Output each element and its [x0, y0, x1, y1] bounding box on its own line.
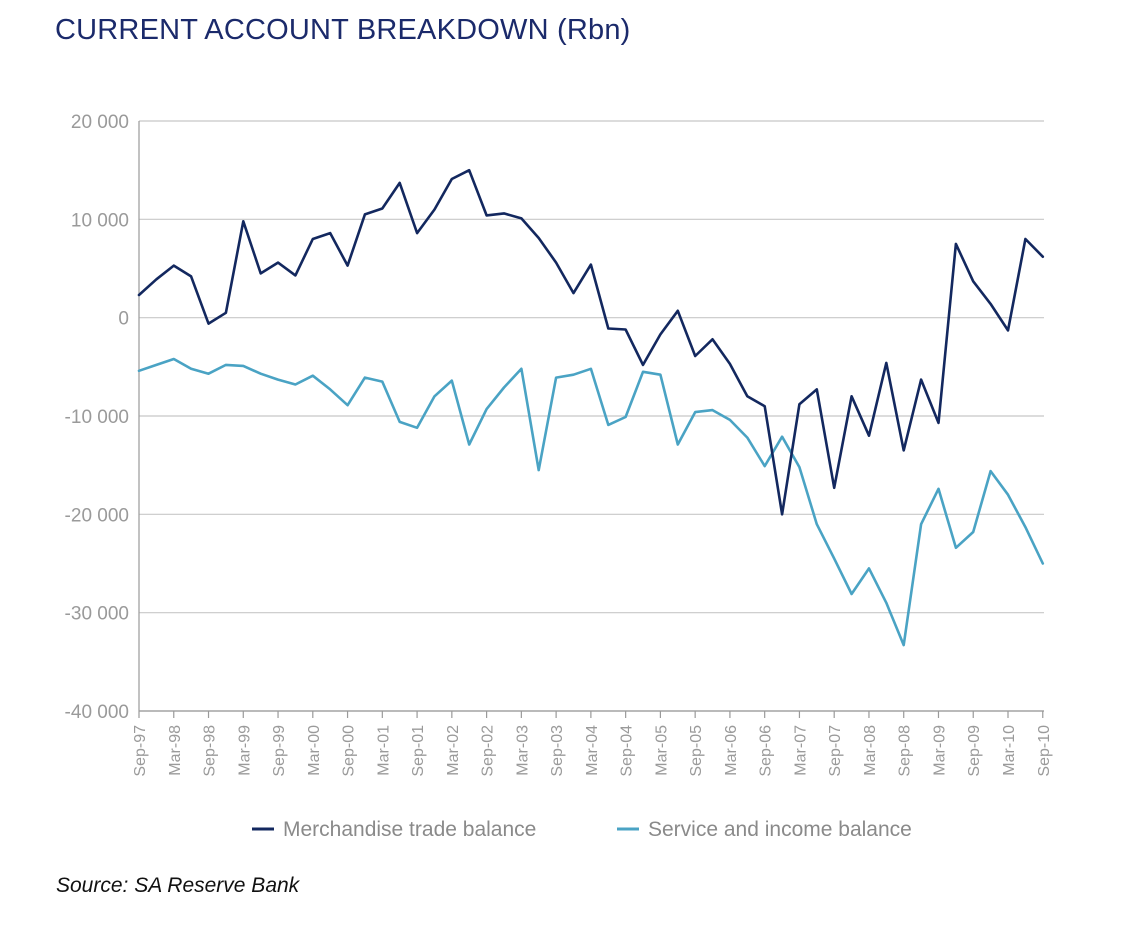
legend: Merchandise trade balance Service and inc… [252, 818, 912, 841]
x-tick-label: Mar-00 [306, 725, 323, 776]
legend-merchandise-label: Merchandise trade balance [283, 818, 536, 841]
x-axis: Sep-97 Mar-98 Sep-98 Mar-99 Sep-99 Mar-00 Sep-… [132, 121, 1053, 777]
service-income-line [137, 357, 1045, 647]
y-axis-ticks: 20 000 10 000 0 -10 000 -20 000 -30 000 -40 00… [65, 112, 129, 723]
x-tick-label: Mar-07 [792, 725, 809, 776]
x-tick-label: Sep-07 [827, 725, 844, 777]
x-tick-label: Mar-08 [862, 725, 879, 776]
x-tick-label: Sep-01 [410, 725, 427, 777]
x-tick-label: Sep-02 [480, 725, 497, 777]
y-tick-label: 10 000 [71, 210, 129, 231]
x-tick-label: Mar-09 [931, 725, 948, 776]
y-tick-label: -10 000 [65, 407, 129, 428]
x-tick-label: Mar-06 [723, 725, 740, 776]
merchandise-trade-line [137, 168, 1045, 516]
chart-title: CURRENT ACCOUNT BREAKDOWN (Rbn) [55, 14, 631, 46]
line-chart: 20 000 10 000 0 -10 000 -20 000 -30 000 -40 00… [65, 112, 1053, 841]
x-tick-label: Mar-04 [584, 725, 601, 776]
x-tick-label: Sep-09 [966, 725, 983, 777]
y-tick-label: 0 [118, 309, 129, 330]
x-tick-label: Mar-10 [1001, 725, 1018, 776]
x-tick-label: Sep-06 [758, 725, 775, 777]
x-tick-label: Sep-03 [549, 725, 566, 777]
y-tick-label: -30 000 [65, 604, 129, 625]
x-tick-label: Mar-98 [167, 725, 184, 776]
x-tick-label: Mar-05 [653, 725, 670, 776]
x-tick-label: Sep-05 [688, 725, 705, 777]
x-tick-label: Mar-03 [514, 725, 531, 776]
x-tick-label: Mar-99 [236, 725, 253, 776]
legend-service-label: Service and income balance [648, 818, 912, 841]
source-note: Source: SA Reserve Bank [56, 874, 300, 897]
x-tick-label: Sep-10 [1036, 725, 1053, 777]
x-tick-label: Sep-08 [897, 725, 914, 777]
x-tick-label: Sep-00 [341, 725, 358, 777]
x-tick-label: Mar-02 [445, 725, 462, 776]
x-tick-label: Sep-99 [271, 725, 288, 777]
y-tick-label: -20 000 [65, 505, 129, 526]
x-tick-label: Mar-01 [375, 725, 392, 776]
x-tick-label: Sep-97 [132, 725, 149, 777]
y-tick-label: 20 000 [71, 112, 129, 133]
series-lines [137, 168, 1045, 647]
y-tick-label: -40 000 [65, 702, 129, 723]
x-tick-label: Sep-04 [619, 725, 636, 777]
x-tick-label: Sep-98 [202, 725, 219, 777]
